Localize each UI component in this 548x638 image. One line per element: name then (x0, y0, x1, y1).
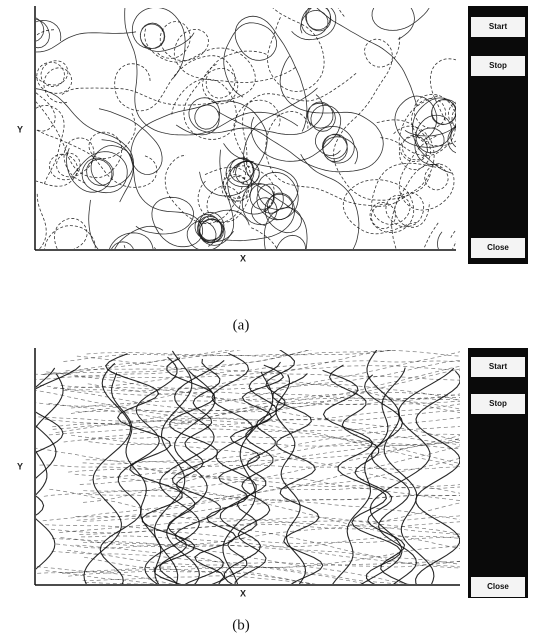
y-axis-label: Y (17, 461, 23, 471)
trajectory (52, 551, 471, 567)
trajectory (132, 7, 194, 78)
trajectory (44, 433, 470, 496)
control-panel (468, 6, 528, 264)
trajectory (115, 51, 269, 111)
close-button-text: Close (487, 582, 509, 591)
trajectory (343, 180, 417, 234)
trajectory (76, 516, 471, 536)
trajectory (416, 371, 461, 587)
trajectories (0, 0, 535, 525)
stop-button-text: Stop (489, 399, 507, 408)
trajectory (224, 143, 299, 219)
trajectory (0, 4, 64, 184)
trajectory (224, 16, 307, 131)
trajectory (45, 218, 128, 294)
trajectory (273, 374, 323, 590)
panel-a: Y X Start Stop Close (a) (0, 0, 535, 525)
stop-button-text: Stop (489, 61, 507, 70)
trajectory (47, 586, 471, 626)
trajectory (67, 550, 473, 586)
trajectories (0, 299, 476, 638)
trajectory (109, 226, 163, 278)
trajectory (32, 391, 474, 413)
trajectory (67, 148, 128, 193)
trajectory (52, 420, 473, 467)
trajectory (0, 88, 134, 202)
trajectory (323, 370, 401, 586)
caption-b: (b) (232, 617, 250, 633)
trajectory (161, 154, 359, 380)
trajectory (89, 434, 470, 480)
trajectory (315, 127, 357, 165)
trajectory (145, 228, 282, 405)
trajectory (27, 30, 72, 103)
trajectory (53, 349, 471, 429)
trajectory (40, 465, 476, 490)
trajectory (200, 158, 260, 196)
trajectory (9, 374, 63, 590)
trajectory (89, 200, 194, 327)
caption-a: (a) (233, 317, 250, 333)
x-axis-label: X (240, 588, 246, 598)
x-axis-label: X (240, 253, 246, 263)
trajectory (0, 73, 36, 171)
trajectory (334, 35, 431, 200)
trajectory (34, 316, 473, 374)
trajectory (187, 150, 234, 251)
trajectory (266, 112, 435, 207)
trajectory (14, 16, 136, 52)
trajectory (165, 73, 356, 223)
trajectory (0, 366, 80, 590)
trajectory (99, 101, 267, 177)
trajectory (33, 390, 474, 420)
start-button-text: Start (489, 362, 508, 371)
trajectory (60, 29, 255, 105)
trajectory (37, 567, 473, 595)
y-axis-label: Y (17, 124, 23, 134)
trajectory (372, 163, 441, 227)
trajectory (0, 138, 94, 187)
trajectory (46, 571, 472, 638)
panel-b: Y X Start Stop Close (b) (0, 299, 528, 638)
figure: Y X Start Stop Close (a) Y X Start Stop … (0, 0, 548, 638)
trajectory (405, 98, 460, 173)
trajectory (76, 545, 474, 601)
trajectory (85, 583, 473, 612)
trajectory (33, 318, 472, 379)
trajectory (224, 193, 301, 262)
trajectory (87, 342, 476, 355)
control-panel (468, 348, 528, 598)
trajectory (205, 166, 274, 212)
start-button-text: Start (489, 22, 508, 31)
close-button-text: Close (487, 243, 509, 252)
trajectory (56, 536, 475, 548)
trajectory (68, 571, 473, 608)
trajectory (46, 359, 474, 389)
trajectory (45, 313, 472, 374)
trajectory (21, 368, 56, 588)
